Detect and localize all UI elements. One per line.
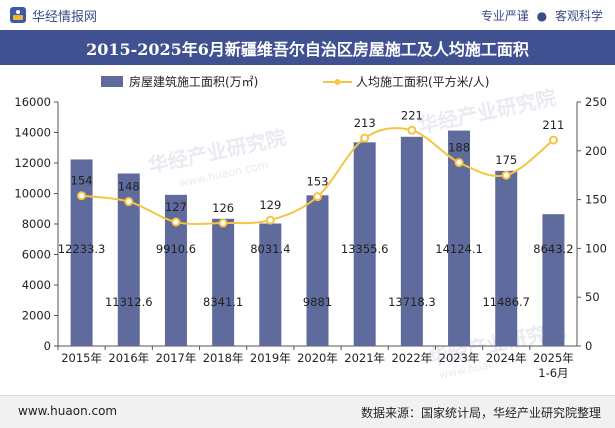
x-tick-label: 2022年 xyxy=(391,351,432,365)
brand-name: 华经情报网 xyxy=(32,9,98,25)
line-point xyxy=(501,170,511,180)
x-tick-label: 2025年 xyxy=(533,351,574,365)
y-right-tick-label: 250 xyxy=(585,95,607,109)
bar-value-label: 8643.2 xyxy=(533,242,573,256)
x-tick-label: 2016年 xyxy=(108,351,149,365)
y-left-tick-label: 12000 xyxy=(14,156,51,170)
bar-value-label: 8031.4 xyxy=(250,242,290,256)
line-point xyxy=(77,191,87,201)
x-tick-label: 1-6月 xyxy=(538,366,568,380)
line-point xyxy=(265,215,275,225)
legend-bar-label: 房屋建筑施工面积(万㎡) xyxy=(129,74,258,89)
y-left-tick-label: 14000 xyxy=(14,126,51,140)
bar xyxy=(542,214,565,346)
line-value-label: 148 xyxy=(118,180,140,194)
x-tick-label: 2020年 xyxy=(297,351,338,365)
x-tick-label: 2015年 xyxy=(61,351,102,365)
bar xyxy=(259,223,282,346)
y-left-tick-label: 2000 xyxy=(22,309,51,323)
line-point xyxy=(218,218,228,228)
line-point xyxy=(171,217,181,227)
bar xyxy=(306,195,329,346)
y-left-tick-label: 4000 xyxy=(22,278,51,292)
legend-line-marker xyxy=(334,79,341,85)
footer-site[interactable]: www.huaon.com xyxy=(18,404,118,418)
legend-line-label: 人均施工面积(平方米/人) xyxy=(356,74,489,89)
line-point xyxy=(313,192,322,202)
chart-title: 2015-2025年6月新疆维吾尔自治区房屋施工及人均施工面积 xyxy=(0,30,615,65)
line-value-label: 154 xyxy=(71,174,93,188)
bar xyxy=(495,170,518,346)
line-point xyxy=(124,197,134,207)
bar-value-label: 11312.6 xyxy=(105,295,153,309)
top-bar: 华经情报网 专业严谨 ● 客观科学 xyxy=(0,0,615,30)
x-tick-label: 2023年 xyxy=(439,351,480,365)
bar xyxy=(448,130,471,346)
x-tick-label: 2019年 xyxy=(250,351,291,365)
chart-area: 华经产业研究院www.huaon.com华经产业研究院华经产业研究院www.hu… xyxy=(0,65,615,395)
y-left-tick-label: 0 xyxy=(44,339,51,353)
brand: 华经情报网 xyxy=(10,7,98,25)
legend-bar-swatch xyxy=(101,76,123,87)
line-value-label: 153 xyxy=(307,175,329,189)
line-point xyxy=(454,158,464,168)
bar-value-label: 8341.1 xyxy=(203,295,243,309)
bar-value-label: 13355.6 xyxy=(341,242,389,256)
y-right-tick-label: 150 xyxy=(585,193,607,207)
bar xyxy=(117,173,140,346)
footer: www.huaon.com 数据来源：国家统计局，华经产业研究院整理 xyxy=(0,395,615,428)
watermark-text: 华经产业研究院 xyxy=(416,85,558,138)
line-value-label: 213 xyxy=(354,116,376,130)
bar xyxy=(212,218,235,346)
line-value-label: 129 xyxy=(259,198,281,212)
bar xyxy=(70,159,93,346)
y-right-tick-label: 200 xyxy=(585,144,607,158)
bar-value-label: 11486.7 xyxy=(482,295,530,309)
tagline: 专业严谨 ● 客观科学 xyxy=(481,7,603,24)
x-tick-label: 2021年 xyxy=(344,351,385,365)
chart-svg: 华经产业研究院www.huaon.com华经产业研究院华经产业研究院www.hu… xyxy=(14,74,607,382)
bar-value-label: 12233.3 xyxy=(58,242,106,256)
huajing-logo-icon xyxy=(10,7,26,23)
tagline-right: 客观科学 xyxy=(554,9,603,23)
line-point xyxy=(548,135,558,145)
line-value-label: 221 xyxy=(401,108,423,122)
y-right-tick-label: 0 xyxy=(585,339,592,353)
bar xyxy=(353,142,376,346)
x-tick-label: 2017年 xyxy=(156,351,197,365)
line-value-label: 127 xyxy=(165,200,187,214)
line-value-label: 126 xyxy=(212,201,234,215)
x-tick-label: 2024年 xyxy=(486,351,527,365)
bar xyxy=(164,194,187,346)
y-right-tick-label: 100 xyxy=(585,241,607,255)
bar-value-label: 14124.1 xyxy=(435,242,483,256)
x-tick-label: 2018年 xyxy=(203,351,244,365)
y-left-tick-label: 16000 xyxy=(14,95,51,109)
y-right-tick-label: 50 xyxy=(585,290,600,304)
y-left-tick-label: 10000 xyxy=(14,187,51,201)
y-left-tick-label: 8000 xyxy=(22,217,51,231)
bar xyxy=(400,136,423,346)
tagline-left: 专业严谨 xyxy=(480,9,529,23)
line-value-label: 211 xyxy=(542,118,564,132)
line-value-label: 175 xyxy=(495,153,517,167)
bar-value-label: 13718.3 xyxy=(388,295,436,309)
bar-value-label: 9881 xyxy=(303,295,332,309)
tagline-separator: ● xyxy=(536,9,548,23)
bar-value-label: 9910.6 xyxy=(156,242,196,256)
line-point xyxy=(407,125,417,135)
line-value-label: 188 xyxy=(448,141,470,155)
footer-source: 数据来源：国家统计局，华经产业研究院整理 xyxy=(360,406,601,420)
line-point xyxy=(360,133,370,143)
y-left-tick-label: 6000 xyxy=(22,248,51,262)
